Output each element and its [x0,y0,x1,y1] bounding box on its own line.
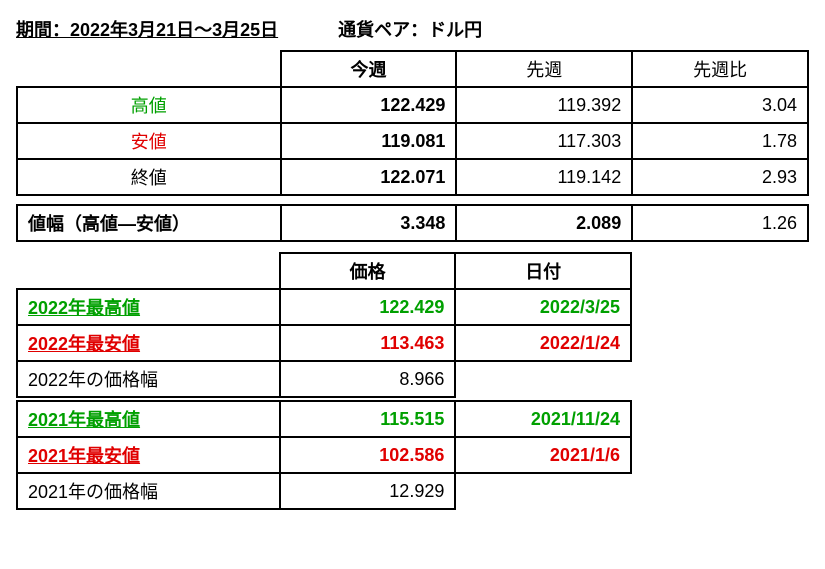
close-price-row: 終値 122.071 119.142 2.93 [17,159,808,195]
last-week-header: 先週 [456,51,632,87]
high-last-week: 119.392 [456,87,632,123]
empty-cell [455,361,631,397]
low-diff: 1.78 [632,123,808,159]
year-header-row: 価格 日付 [17,253,631,289]
price-header: 価格 [280,253,456,289]
close-label: 終値 [17,159,281,195]
this-week-header: 今週 [281,51,457,87]
range-last-week: 2.089 [456,205,632,241]
y2022-range-label: 2022年の価格幅 [17,361,280,397]
low-last-week: 117.303 [456,123,632,159]
currency-pair-label: 通貨ペア：ドル円 [338,16,482,42]
high-diff: 3.04 [632,87,808,123]
y2021-high-price: 115.515 [280,401,456,437]
weekly-price-table: 今週 先週 先週比 高値 122.429 119.392 3.04 安値 119… [16,50,809,242]
header-row: 期間：2022年3月21日～3月25日 通貨ペア：ドル円 [16,16,809,42]
y2021-range-price: 12.929 [280,473,456,509]
table-header-row: 今週 先週 先週比 [17,51,808,87]
y2022-high-date: 2022/3/25 [455,289,631,325]
year-2021-low-row: 2021年最安値 102.586 2021/1/6 [17,437,631,473]
range-diff: 1.26 [632,205,808,241]
year-2021-high-row: 2021年最高値 115.515 2021/11/24 [17,401,631,437]
y2022-high-label: 2022年最高値 [17,289,280,325]
high-price-row: 高値 122.429 119.392 3.04 [17,87,808,123]
diff-header: 先週比 [632,51,808,87]
high-label: 高値 [17,87,281,123]
y2021-high-label: 2021年最高値 [17,401,280,437]
low-this-week: 119.081 [281,123,457,159]
year-2022-low-row: 2022年最安値 113.463 2022/1/24 [17,325,631,361]
y2022-low-price: 113.463 [280,325,456,361]
low-label: 安値 [17,123,281,159]
high-this-week: 122.429 [281,87,457,123]
close-this-week: 122.071 [281,159,457,195]
y2022-high-price: 122.429 [280,289,456,325]
range-row: 値幅（高値―安値） 3.348 2.089 1.26 [17,205,808,241]
y2021-low-price: 102.586 [280,437,456,473]
empty-cell [17,253,280,289]
close-diff: 2.93 [632,159,808,195]
low-price-row: 安値 119.081 117.303 1.78 [17,123,808,159]
y2021-low-date: 2021/1/6 [455,437,631,473]
close-last-week: 119.142 [456,159,632,195]
y2021-range-label: 2021年の価格幅 [17,473,280,509]
empty-cell [17,51,281,87]
y2022-range-price: 8.966 [280,361,456,397]
year-2022-high-row: 2022年最高値 122.429 2022/3/25 [17,289,631,325]
range-this-week: 3.348 [281,205,457,241]
y2021-high-date: 2021/11/24 [455,401,631,437]
year-2022-range-row: 2022年の価格幅 8.966 [17,361,631,397]
empty-cell [455,473,631,509]
year-2021-range-row: 2021年の価格幅 12.929 [17,473,631,509]
year-2021-table: 2021年最高値 115.515 2021/11/24 2021年最安値 102… [16,400,632,510]
year-2022-table: 価格 日付 2022年最高値 122.429 2022/3/25 2022年最安… [16,252,632,398]
y2022-low-date: 2022/1/24 [455,325,631,361]
y2021-low-label: 2021年最安値 [17,437,280,473]
date-header: 日付 [455,253,631,289]
y2022-low-label: 2022年最安値 [17,325,280,361]
range-label: 値幅（高値―安値） [17,205,281,241]
period-label: 期間：2022年3月21日～3月25日 [16,16,278,42]
